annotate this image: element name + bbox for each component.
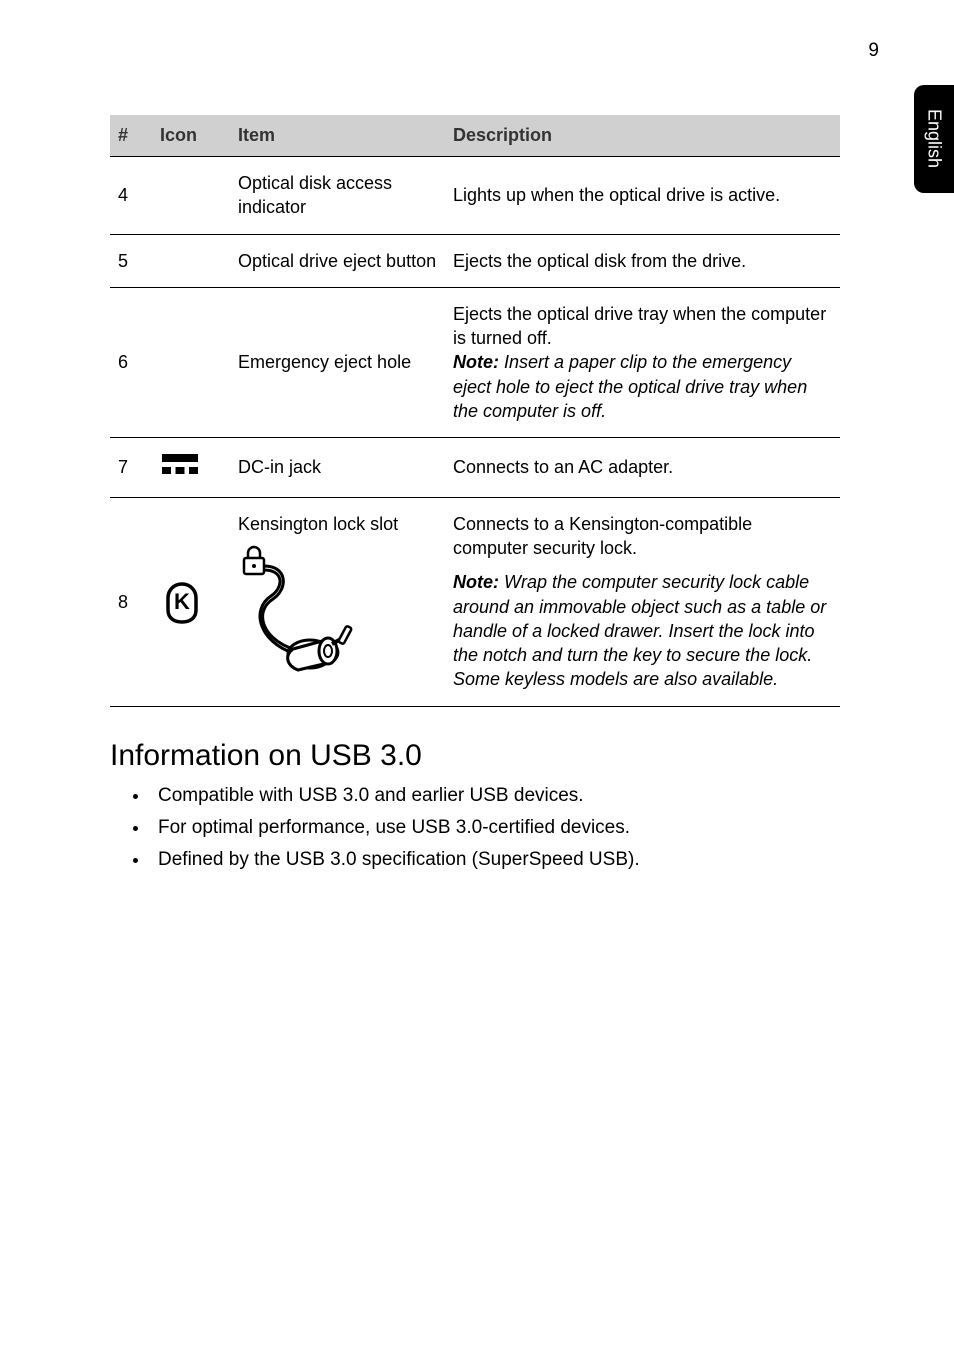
table-row: 4 Optical disk access indicator Lights u…	[110, 157, 840, 235]
row-item: DC-in jack	[230, 438, 445, 497]
note-text: Insert a paper clip to the emergency eje…	[453, 352, 807, 421]
row-item: Emergency eject hole	[230, 287, 445, 437]
lock-cable-icon	[238, 544, 368, 674]
desc-plain-text: Connects to a Kensington-compatible comp…	[453, 512, 832, 561]
row-num: 8	[110, 497, 152, 706]
header-desc: Description	[445, 115, 840, 157]
row-item: Optical drive eject button	[230, 234, 445, 287]
list-item: For optimal performance, use USB 3.0-cer…	[150, 817, 840, 839]
kensington-icon: K	[160, 580, 204, 624]
spec-table: # Icon Item Description 4 Optical disk a…	[110, 115, 840, 707]
header-item: Item	[230, 115, 445, 157]
header-num: #	[110, 115, 152, 157]
row-num: 4	[110, 157, 152, 235]
row-desc: Lights up when the optical drive is acti…	[445, 157, 840, 235]
usb-bullets: Compatible with USB 3.0 and earlier USB …	[110, 785, 840, 871]
row-desc: Connects to a Kensington-compatible comp…	[445, 497, 840, 706]
row-icon-cell	[152, 438, 230, 497]
row-desc: Ejects the optical drive tray when the c…	[445, 287, 840, 437]
main-content: # Icon Item Description 4 Optical disk a…	[110, 115, 840, 881]
row-icon-cell: K	[152, 497, 230, 706]
language-tab: English	[914, 85, 954, 193]
row-item: Kensington lock slot	[238, 512, 437, 536]
table-row: 6 Emergency eject hole Ejects the optica…	[110, 287, 840, 437]
list-item: Compatible with USB 3.0 and earlier USB …	[150, 785, 840, 807]
row-desc: Ejects the optical disk from the drive.	[445, 234, 840, 287]
row-num: 6	[110, 287, 152, 437]
note-label: Note:	[453, 572, 499, 592]
note-label: Note:	[453, 352, 499, 372]
table-row: 7 DC-in jack Connects to an AC adapter.	[110, 438, 840, 497]
row-icon-cell	[152, 234, 230, 287]
dc-in-icon	[160, 452, 200, 476]
row-item-cell: Kensington lock slot	[230, 497, 445, 706]
table-row: 5 Optical drive eject button Ejects the …	[110, 234, 840, 287]
header-icon: Icon	[152, 115, 230, 157]
row-desc: Connects to an AC adapter.	[445, 438, 840, 497]
desc-plain-text: Ejects the optical drive tray when the c…	[453, 304, 826, 348]
list-item: Defined by the USB 3.0 specification (Su…	[150, 849, 840, 871]
row-icon-cell	[152, 287, 230, 437]
note-text: Wrap the computer security lock cable ar…	[453, 572, 826, 689]
table-row: 8 K Kensington lock slot	[110, 497, 840, 706]
svg-text:K: K	[174, 589, 190, 614]
row-num: 5	[110, 234, 152, 287]
page-number: 9	[868, 40, 879, 62]
row-item: Optical disk access indicator	[230, 157, 445, 235]
table-header-row: # Icon Item Description	[110, 115, 840, 157]
row-num: 7	[110, 438, 152, 497]
section-heading-usb: Information on USB 3.0	[110, 739, 840, 773]
row-icon-cell	[152, 157, 230, 235]
